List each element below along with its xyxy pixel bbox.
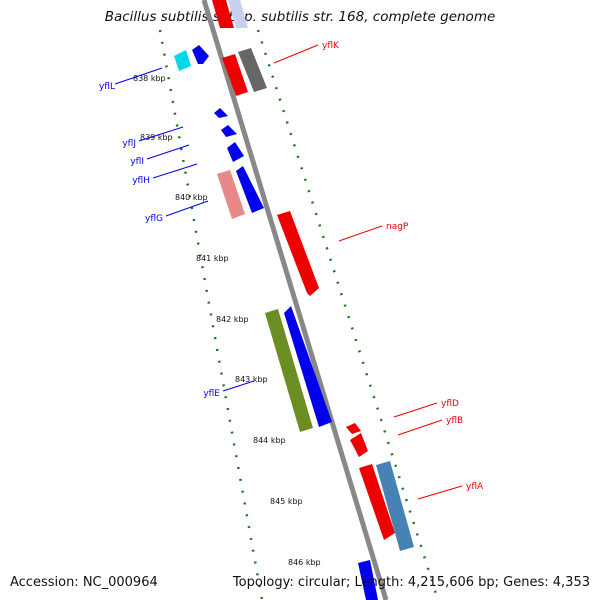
genome-summary: Topology: circular; Length: 4,215,606 bp… bbox=[232, 575, 590, 590]
feature-yflH[interactable] bbox=[227, 142, 244, 162]
gene-label-yflB[interactable]: yflB bbox=[446, 416, 463, 426]
gene-leader-line bbox=[222, 380, 255, 392]
gene-label-yflK[interactable]: yflK bbox=[322, 41, 340, 51]
gene-leader-line bbox=[165, 200, 209, 217]
genome-title: Bacillus subtilis subsp. subtilis str. 1… bbox=[104, 9, 496, 25]
tick-labels: 838 kbp 839 kbp 840 kbp 841 kbp 842 kbp 843 k… bbox=[133, 74, 321, 567]
gene-leader-line bbox=[417, 485, 463, 500]
tick-label: 839 kbp bbox=[140, 133, 173, 142]
feature-yflD[interactable] bbox=[346, 423, 361, 434]
gene-label-yflH[interactable]: yflH bbox=[132, 176, 150, 186]
gene-label-yflJ[interactable]: yflJ bbox=[122, 139, 136, 149]
feature-yflG-partner[interactable] bbox=[236, 166, 264, 213]
tick-label: 844 kbp bbox=[253, 436, 286, 445]
gene-leader-line bbox=[152, 163, 198, 179]
tick-label: 840 kbp bbox=[175, 193, 208, 202]
feature-yflL[interactable] bbox=[174, 50, 191, 71]
gene-leader-line bbox=[146, 144, 190, 160]
feature-yflA-partner[interactable] bbox=[376, 461, 414, 551]
feature-yflA[interactable] bbox=[359, 464, 395, 540]
feature-yflE-olive[interactable] bbox=[265, 309, 313, 432]
gene-leader-line bbox=[393, 402, 438, 418]
tick-label: 838 kbp bbox=[133, 74, 166, 83]
gene-label-yflL[interactable]: yflL bbox=[99, 82, 115, 92]
gene-labels: yflL yflJ yflI yflH yflG yflE yflK nagP yflD yflB… bbox=[99, 41, 484, 500]
accession-label: Accession: NC_000964 bbox=[10, 575, 158, 590]
gene-leader-line bbox=[338, 225, 383, 242]
feature-yflI[interactable] bbox=[221, 125, 237, 137]
gene-leader-line bbox=[138, 126, 184, 142]
feature-yflK[interactable] bbox=[222, 54, 248, 96]
inner-dotted-ring bbox=[158, 29, 264, 600]
feature-top-partial-red[interactable] bbox=[212, 0, 234, 28]
feature-yflB[interactable] bbox=[350, 433, 368, 457]
tick-label: 843 kbp bbox=[235, 375, 268, 384]
gene-label-yflG[interactable]: yflG bbox=[145, 214, 163, 224]
feature-yflJ[interactable] bbox=[214, 108, 228, 118]
feature-top-partial-lightblue[interactable] bbox=[228, 0, 248, 28]
feature-yflG[interactable] bbox=[217, 170, 245, 219]
gene-leader-line bbox=[273, 44, 319, 64]
gene-leader-line bbox=[397, 419, 443, 436]
gene-label-nagP[interactable]: nagP bbox=[386, 222, 409, 232]
tick-label: 846 kbp bbox=[288, 558, 321, 567]
gene-leader-line bbox=[114, 67, 163, 85]
tick-label: 845 kbp bbox=[270, 497, 303, 506]
genome-backbone bbox=[201, 0, 389, 600]
gene-label-yflD[interactable]: yflD bbox=[441, 399, 459, 409]
tick-label: 842 kbp bbox=[216, 315, 249, 324]
gene-label-yflI[interactable]: yflI bbox=[130, 157, 144, 167]
tick-label: 841 kbp bbox=[196, 254, 229, 263]
gene-label-yflE[interactable]: yflE bbox=[203, 389, 220, 399]
feature-nagP[interactable] bbox=[277, 211, 319, 296]
feature-yflK-partner[interactable] bbox=[238, 48, 267, 92]
feature-yflE[interactable] bbox=[284, 306, 332, 427]
feature-bottom-partial-blue[interactable] bbox=[358, 560, 378, 600]
feature-cyan-adjacent[interactable] bbox=[192, 45, 209, 64]
gene-label-yflA[interactable]: yflA bbox=[466, 482, 484, 492]
